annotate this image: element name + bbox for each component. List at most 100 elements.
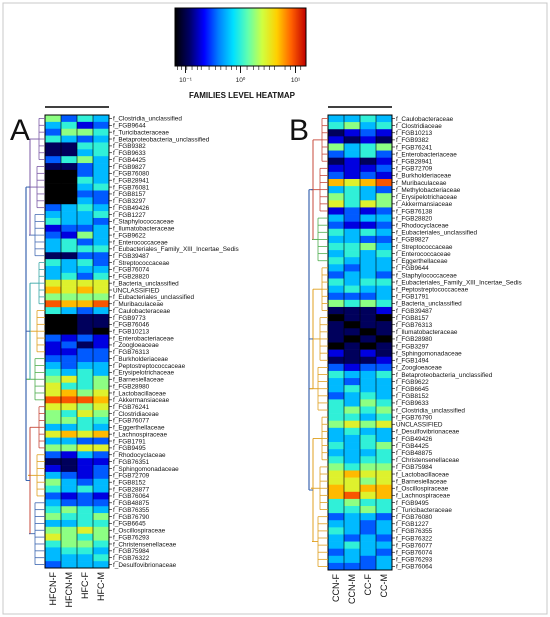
heatmap-cell bbox=[77, 169, 94, 178]
heatmap-cell bbox=[360, 335, 377, 343]
row-label: f_FGB48875 bbox=[396, 450, 433, 457]
heatmap-cell bbox=[45, 547, 62, 555]
heatmap-cell bbox=[61, 142, 78, 150]
heatmap-cell bbox=[328, 171, 345, 180]
heatmap-cell bbox=[61, 176, 78, 184]
heatmap-cell bbox=[376, 193, 393, 201]
heatmap-cell bbox=[360, 555, 377, 564]
heatmap-cell bbox=[61, 471, 78, 480]
heatmap-cell bbox=[45, 465, 62, 473]
heatmap-cell bbox=[77, 334, 94, 342]
heatmap-cell bbox=[344, 314, 361, 322]
heatmap-cell bbox=[344, 306, 361, 315]
heatmap-cell bbox=[93, 362, 110, 370]
heatmap-cell bbox=[61, 423, 78, 432]
heatmap-cell bbox=[376, 335, 393, 343]
heatmap-cell bbox=[360, 477, 377, 485]
row-label: f_FGB39487 bbox=[113, 253, 150, 260]
row-label: f_Zoogloeaceae bbox=[113, 342, 159, 349]
heatmap-cell bbox=[360, 228, 377, 237]
heatmap-cell bbox=[344, 200, 361, 208]
heatmap-cell bbox=[328, 413, 345, 422]
heatmap-cell bbox=[344, 150, 361, 158]
row-label: f_FGB76241 bbox=[396, 144, 433, 151]
row-label: f_Rhodocyclaceae bbox=[396, 222, 449, 229]
heatmap-cell bbox=[344, 427, 361, 436]
heatmap-cell bbox=[45, 115, 62, 123]
heatmap-cell bbox=[344, 392, 361, 400]
row-label: f_Streptococcaceae bbox=[113, 260, 170, 267]
heatmap-cell bbox=[376, 178, 393, 187]
heatmap-cell bbox=[376, 157, 393, 166]
heatmap-cell bbox=[376, 321, 393, 329]
heatmap-cell bbox=[344, 541, 361, 549]
heatmap-cell bbox=[77, 451, 94, 459]
heatmap-cell bbox=[93, 183, 110, 191]
heatmap-cell bbox=[93, 410, 110, 418]
heatmap-cell bbox=[360, 406, 377, 414]
row-label: f_FGB1227 bbox=[113, 212, 146, 219]
heatmap-cell bbox=[93, 471, 110, 480]
heatmap-cell bbox=[328, 392, 345, 400]
row-label: f_Sphingomonadaceae bbox=[396, 350, 462, 357]
heatmap-cell bbox=[93, 307, 110, 315]
heatmap-cell bbox=[376, 491, 393, 500]
heatmap-cell bbox=[93, 334, 110, 342]
heatmap-cell bbox=[344, 292, 361, 301]
heatmap-cell bbox=[360, 143, 377, 151]
heatmap-cell bbox=[344, 278, 361, 286]
row-label: f_Betaproteobacteria_unclassified bbox=[113, 136, 210, 143]
heatmap-cell bbox=[344, 442, 361, 450]
heatmap-cell bbox=[328, 285, 345, 294]
row-label: f_Rhodocyclaceae bbox=[113, 452, 166, 459]
row-label: f_Desulfovibrionaceae bbox=[396, 429, 460, 436]
heatmap-cell bbox=[77, 286, 94, 294]
row-dendrogram bbox=[25, 118, 45, 565]
heatmap-cell bbox=[77, 320, 94, 329]
heatmap-cell bbox=[360, 250, 377, 258]
heatmap-cell bbox=[376, 278, 393, 286]
row-label: f_FGB76293 bbox=[396, 557, 433, 564]
heatmap-cell bbox=[360, 235, 377, 244]
heatmap-cell bbox=[77, 128, 94, 136]
heatmap-cell bbox=[360, 520, 377, 528]
row-label: f_Erysipelotrichaceae bbox=[113, 370, 175, 377]
heatmap-cell bbox=[360, 292, 377, 301]
heatmap-cell bbox=[360, 562, 377, 571]
heatmap-cell bbox=[77, 362, 94, 370]
heatmap-cell bbox=[93, 485, 110, 493]
heatmap-cell bbox=[328, 342, 345, 350]
heatmap-cell bbox=[328, 207, 345, 215]
heatmap-cell bbox=[376, 328, 393, 336]
heatmap-cell bbox=[328, 541, 345, 549]
heatmap-cell bbox=[61, 561, 78, 569]
heatmap-cell bbox=[376, 143, 393, 151]
heatmap-cell bbox=[45, 355, 62, 363]
row-label: f_Eubacteriales_unclassified bbox=[396, 230, 477, 237]
heatmap-cell bbox=[376, 129, 393, 137]
heatmap-cell bbox=[344, 321, 361, 329]
heatmap-cell bbox=[376, 513, 393, 521]
heatmap-cell bbox=[93, 492, 110, 500]
heatmap-cell bbox=[344, 534, 361, 542]
heatmap-cell bbox=[61, 320, 78, 329]
heatmap-cell bbox=[328, 264, 345, 272]
heatmap-cell bbox=[328, 378, 345, 386]
heatmap-cell bbox=[344, 363, 361, 372]
heatmap-cell bbox=[360, 484, 377, 493]
heatmap-cell bbox=[376, 150, 393, 158]
heatmap-cell bbox=[61, 169, 78, 178]
heatmap-cell bbox=[77, 314, 94, 322]
row-label: f_FGB1494 bbox=[396, 358, 429, 365]
heatmap-cell bbox=[360, 136, 377, 144]
heatmap-cell bbox=[45, 156, 62, 164]
row-label: f_FGB1227 bbox=[396, 521, 429, 528]
heatmap-cell bbox=[45, 279, 62, 287]
heatmap-cell bbox=[93, 211, 110, 219]
row-label: f_Eubacteriales_unclassified bbox=[113, 294, 194, 301]
heatmap-cell bbox=[61, 135, 78, 143]
row-label: f_FGB9382 bbox=[113, 143, 146, 150]
heatmap-cell bbox=[376, 427, 393, 436]
heatmap-cell bbox=[360, 385, 377, 393]
heatmap-cell bbox=[61, 444, 78, 452]
